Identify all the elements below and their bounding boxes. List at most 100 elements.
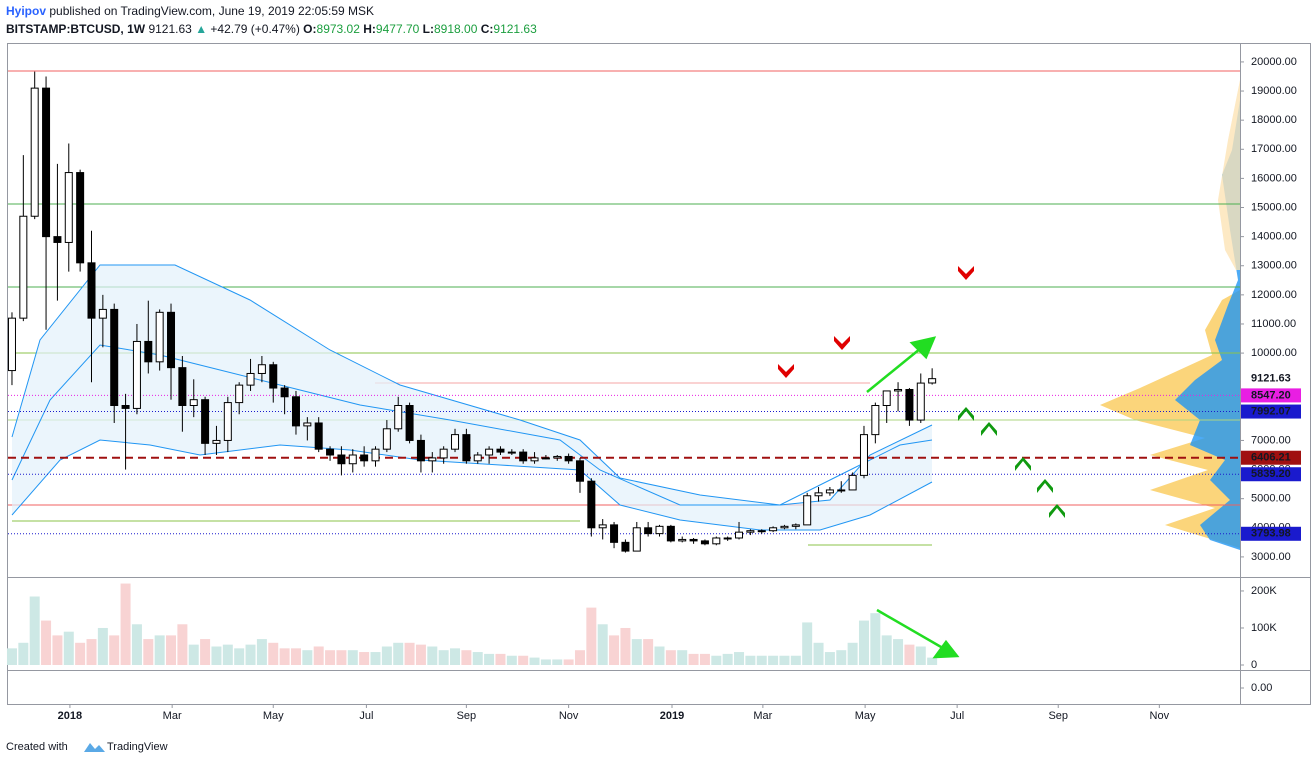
candle-body <box>394 405 403 430</box>
volume-bar <box>790 655 801 666</box>
candle-body <box>348 454 357 465</box>
candle-body <box>167 311 176 369</box>
candle-body <box>678 538 687 542</box>
candle-body <box>916 382 925 421</box>
volume-bar <box>18 642 29 666</box>
volume-bar <box>779 655 790 666</box>
y-tick-label: 14000.00 <box>1251 231 1297 243</box>
candle-body <box>848 474 857 491</box>
footer-created: Created with <box>6 741 68 753</box>
x-tick-label: May <box>263 710 284 722</box>
volume-bar <box>631 639 642 666</box>
price-label-box <box>1241 526 1301 541</box>
candle-body <box>144 340 153 363</box>
volume-profile-upper <box>1218 80 1240 270</box>
candle-body <box>30 87 39 217</box>
y-tick-label: 16000.00 <box>1251 172 1297 184</box>
candle-body <box>76 172 85 264</box>
candle-body <box>110 308 119 407</box>
up-arrow <box>981 422 997 436</box>
volume-bar <box>586 607 597 666</box>
candle-body <box>178 367 187 407</box>
volume-bar <box>813 642 824 666</box>
up-arrow <box>958 407 974 421</box>
candle-body <box>735 531 744 539</box>
volume-bar <box>177 624 188 666</box>
volume-bar <box>370 652 381 666</box>
volume-profile-warm <box>1100 290 1240 548</box>
volume-bar <box>188 644 199 666</box>
candle-body <box>837 489 846 492</box>
close-value: 9121.63 <box>493 22 537 36</box>
candle-body <box>462 434 471 462</box>
candle-body <box>564 455 573 462</box>
x-tick-label: Sep <box>457 710 477 722</box>
price-label-box <box>1241 467 1301 482</box>
low-value: 8918.00 <box>434 22 478 36</box>
candle-body <box>223 402 232 441</box>
volume-bar <box>29 596 40 666</box>
middle-band <box>11 344 933 506</box>
footer-brand: TradingView <box>107 741 168 753</box>
volume-bar <box>347 650 358 666</box>
candle-body <box>439 448 448 459</box>
candle-body <box>201 399 210 444</box>
trend-arrow <box>876 608 949 653</box>
sell-arrows <box>778 266 974 378</box>
volume-bar <box>620 627 631 666</box>
volume-bar <box>597 624 608 666</box>
symbol: BITSTAMP:BTCUSD, 1W <box>6 22 146 36</box>
y-tick-label: 7000.00 <box>1251 434 1291 446</box>
volume-bar <box>654 646 665 666</box>
volume-bar <box>222 644 233 666</box>
y-tick-label: 5000.00 <box>1251 493 1291 505</box>
candle-body <box>871 405 880 436</box>
candle-body <box>746 530 755 533</box>
volume-bar <box>461 650 472 666</box>
candle-body <box>757 530 766 533</box>
volume-tick-label: 200K <box>1251 585 1277 597</box>
volume-bar <box>506 655 517 666</box>
volume-bar <box>415 644 426 666</box>
up-triangle: ▲ <box>195 22 207 36</box>
volume-bar <box>563 659 574 666</box>
volume-bar <box>915 646 926 666</box>
candle-body <box>485 448 494 456</box>
candle-body <box>507 451 516 454</box>
candle-body <box>303 422 312 427</box>
lower-band <box>11 439 933 531</box>
candle-body <box>803 495 812 526</box>
candle-body <box>53 236 62 243</box>
y-tick-label: 18000.00 <box>1251 114 1297 126</box>
y-tick-label: 12000.00 <box>1251 289 1297 301</box>
candle-body <box>121 405 130 409</box>
candle-body <box>473 454 482 462</box>
volume-bar <box>495 653 506 666</box>
candle-body <box>519 451 528 462</box>
up-arrow <box>1049 504 1065 518</box>
volume-bar <box>643 639 654 666</box>
y-tick-label: 17000.00 <box>1251 143 1297 155</box>
volume-bar <box>200 639 211 666</box>
volume-bar <box>574 650 585 666</box>
volume-bar <box>256 639 267 666</box>
volume-bar <box>699 653 710 666</box>
x-tick-label: May <box>855 710 876 722</box>
candle-body <box>882 390 891 407</box>
volume-bar <box>881 635 892 666</box>
x-tick-label: Mar <box>163 710 182 722</box>
candle-body <box>610 524 619 543</box>
price-label: 6406.21 <box>1251 452 1291 464</box>
volume-bar <box>63 631 74 666</box>
volume-bar <box>75 642 86 666</box>
candle-body <box>416 439 425 462</box>
x-tick-label: Sep <box>1048 710 1068 722</box>
marks: 3000.004000.005000.006000.007000.008000.… <box>6 56 1301 722</box>
volume-bar <box>609 635 620 666</box>
candle-body <box>246 372 255 386</box>
y-tick-label: 10000.00 <box>1251 347 1297 359</box>
volume-bar <box>290 648 301 666</box>
candle-body <box>257 364 266 374</box>
candle-body <box>451 434 460 450</box>
price-label-box <box>1241 450 1301 465</box>
